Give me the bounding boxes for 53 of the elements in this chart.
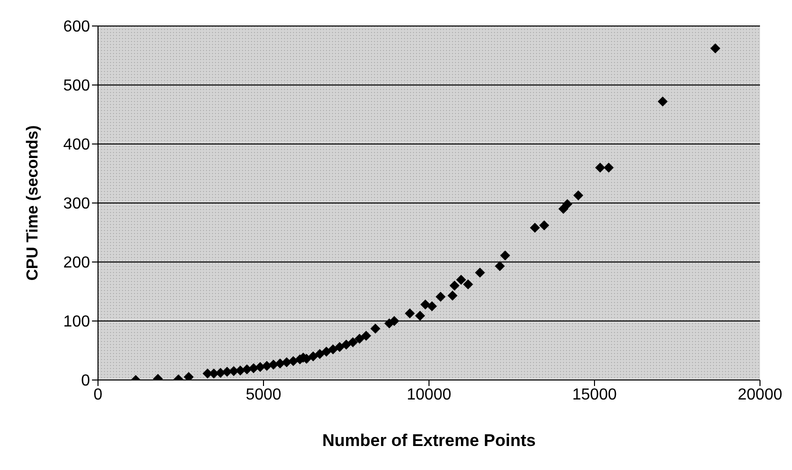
y-tick-label: 200 — [63, 254, 90, 272]
point — [235, 366, 246, 376]
point — [436, 292, 446, 302]
point — [562, 199, 572, 210]
point — [658, 96, 668, 107]
point — [389, 316, 400, 326]
point — [530, 222, 540, 233]
point — [334, 342, 345, 352]
point — [308, 351, 318, 362]
point — [354, 334, 364, 344]
point — [595, 162, 606, 173]
y-tick-label: 100 — [63, 314, 90, 331]
x-tick-label: 5000 — [246, 386, 282, 404]
x-tick-label: 10000 — [406, 386, 452, 404]
point — [288, 356, 298, 366]
point — [500, 250, 510, 261]
point — [282, 357, 292, 368]
point — [268, 360, 278, 370]
point — [456, 274, 466, 285]
point — [222, 366, 232, 377]
point — [321, 346, 332, 357]
point — [474, 268, 485, 278]
point — [448, 290, 458, 301]
point — [710, 43, 720, 54]
y-tick-label: 600 — [63, 18, 90, 36]
point — [262, 360, 272, 371]
y-axis-title: CPU Time (seconds) — [24, 125, 42, 281]
point — [404, 308, 415, 318]
point — [341, 340, 352, 350]
point — [463, 279, 474, 290]
point — [420, 299, 430, 310]
y-tick-label: 500 — [63, 78, 90, 95]
point — [558, 204, 568, 214]
point — [494, 261, 505, 272]
y-tick-label: 0 — [81, 372, 90, 390]
point — [415, 310, 426, 321]
point — [604, 162, 614, 173]
y-tick-label: 300 — [63, 196, 90, 213]
point — [314, 349, 325, 360]
point — [361, 330, 372, 341]
point — [328, 344, 338, 354]
x-tick-label: 15000 — [572, 386, 617, 404]
point — [426, 301, 437, 312]
point — [449, 280, 460, 291]
x-tick-label: 0 — [94, 386, 103, 404]
x-tick-label: 20000 — [738, 386, 782, 404]
point — [539, 220, 550, 230]
point — [573, 190, 584, 200]
point — [248, 363, 259, 374]
y-tick-label: 400 — [63, 136, 90, 154]
x-axis-title: Number of Extreme Points — [322, 431, 536, 450]
point — [348, 337, 358, 348]
point — [370, 324, 380, 334]
